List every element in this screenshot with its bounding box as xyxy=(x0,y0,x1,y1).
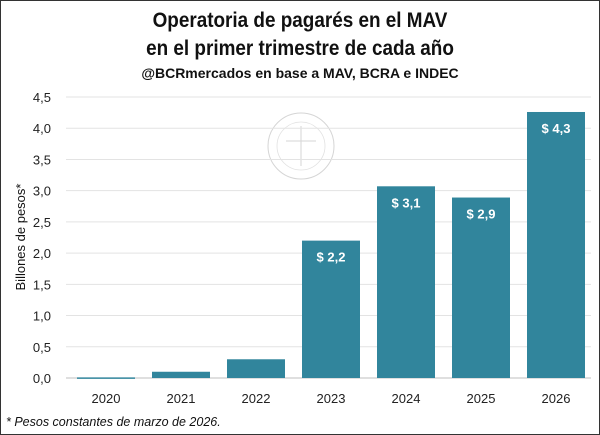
y-tick-label: 3,5 xyxy=(33,152,51,167)
x-tick-label: 2026 xyxy=(542,391,571,406)
footnote: * Pesos constantes de marzo de 2026. xyxy=(6,415,221,429)
y-tick-label: 3,0 xyxy=(33,184,51,199)
bar xyxy=(527,111,585,378)
y-tick-label: 2,0 xyxy=(33,246,51,261)
chart-subtitle: @BCRmercados en base a MAV, BCRA e INDEC xyxy=(141,65,459,81)
x-tick-label: 2024 xyxy=(392,391,421,406)
x-tick-label: 2023 xyxy=(317,391,346,406)
y-tick-label: 2,5 xyxy=(33,215,51,230)
y-tick-label: 4,0 xyxy=(33,121,51,136)
bar xyxy=(377,186,435,378)
x-tick-label: 2025 xyxy=(467,391,496,406)
y-tick-label: 4,5 xyxy=(33,90,51,105)
x-tick-label: 2021 xyxy=(167,391,196,406)
y-tick-label: 1,0 xyxy=(33,309,51,324)
x-tick-label: 2022 xyxy=(242,391,271,406)
y-tick-label: 0,5 xyxy=(33,340,51,355)
watermark-seal xyxy=(267,112,335,180)
y-axis-label: Billones de pesos* xyxy=(13,184,28,291)
chart-title-line-2: en el primer trimestre de cada año xyxy=(146,37,454,60)
bar xyxy=(77,377,135,379)
y-tick-label: 1,5 xyxy=(33,277,51,292)
bar xyxy=(227,359,285,378)
y-tick-label: 0,0 xyxy=(33,371,51,386)
chart-title-line-1: Operatoria de pagarés en el MAV xyxy=(152,9,448,32)
bar xyxy=(452,197,510,378)
bar xyxy=(302,240,360,378)
bar xyxy=(152,371,210,378)
data-label: $ 2,9 xyxy=(467,207,496,222)
data-label: $ 4,3 xyxy=(542,121,571,136)
data-label: $ 2,2 xyxy=(317,250,346,265)
x-tick-label: 2020 xyxy=(92,391,121,406)
data-label: $ 3,1 xyxy=(392,195,421,210)
